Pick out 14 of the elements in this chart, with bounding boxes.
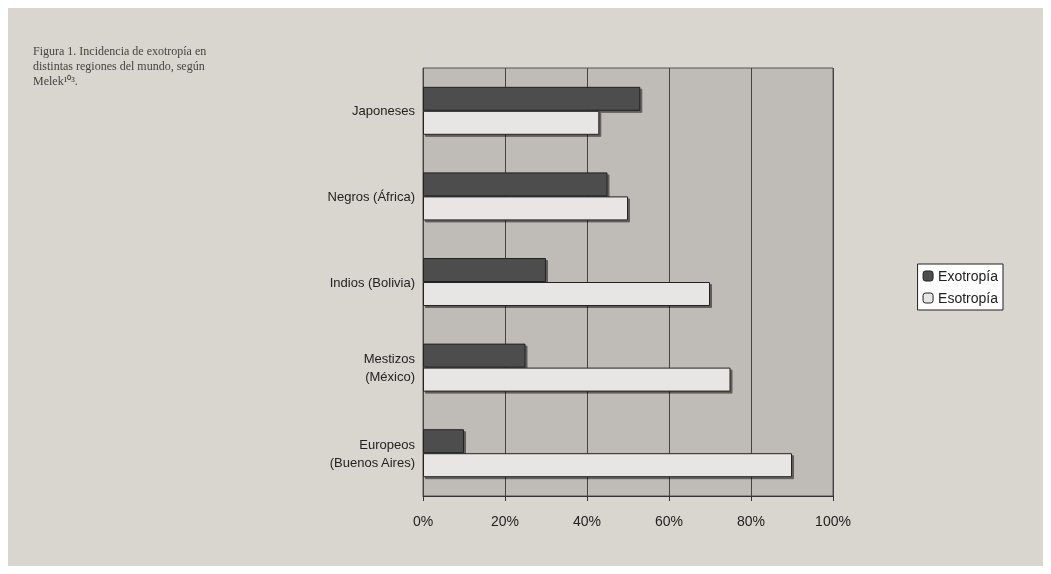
x-tick-label: 40% (572, 513, 602, 529)
legend-label: Exotropía (938, 268, 999, 284)
y-tick-label: Indios (Bolivia) (329, 274, 415, 290)
x-tick-label: 80% (736, 513, 766, 529)
text: Figura 1. Incidencia de exotropía en distintas regiones del mundo, según Melek¹⁰³. (33, 43, 210, 88)
x-tick-label: 60% (654, 513, 684, 529)
y-tick-label: Negros (África) (327, 188, 415, 204)
legend-label: Esotropía (938, 290, 999, 306)
y-tick-label: Mestizos (México) (363, 351, 416, 385)
x-tick-label: 0% (412, 513, 434, 529)
y-tick-label: Europeos (Buenos Aires) (329, 436, 416, 470)
y-tick-label: Japoneses (352, 103, 416, 119)
x-tick-label: 20% (490, 513, 520, 529)
x-tick-label: 100% (815, 513, 851, 529)
